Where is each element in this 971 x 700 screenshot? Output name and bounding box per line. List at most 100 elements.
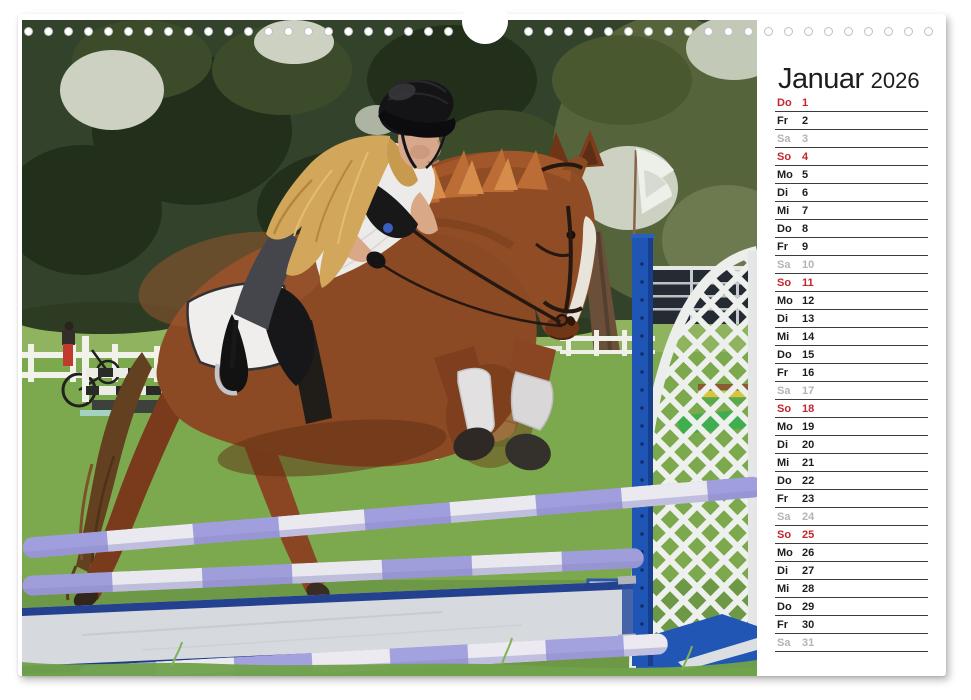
day-row: Di 6 — [775, 184, 928, 202]
course-flag — [632, 148, 674, 241]
page-title: Januar 2026 — [778, 64, 920, 94]
day-abbr: Di — [777, 313, 788, 325]
day-number: 26 — [802, 547, 815, 559]
day-abbr: Do — [777, 601, 792, 613]
riding-glove — [366, 251, 386, 269]
day-number: 19 — [802, 421, 815, 433]
day-row: Sa 24 — [775, 508, 928, 526]
day-abbr: Di — [777, 439, 788, 451]
day-row: Di 20 — [775, 436, 928, 454]
day-row: Fr 23 — [775, 490, 928, 508]
day-number: 24 — [802, 511, 815, 523]
punch-hole — [823, 27, 833, 36]
punch-hole — [223, 27, 233, 36]
day-abbr: Do — [777, 349, 792, 361]
day-abbr: Sa — [777, 385, 791, 397]
rein — [404, 222, 561, 324]
punch-hole — [583, 27, 593, 36]
day-row: Fr 30 — [775, 616, 928, 634]
punch-hole — [363, 27, 373, 36]
punch-hole — [843, 27, 853, 36]
day-row: Do 1 — [775, 94, 928, 112]
day-abbr: Fr — [777, 619, 788, 631]
day-row: Mi 21 — [775, 454, 928, 472]
day-row: Do 29 — [775, 598, 928, 616]
day-number: 20 — [802, 439, 815, 451]
day-number: 15 — [802, 349, 815, 361]
day-row: So 18 — [775, 400, 928, 418]
day-abbr: Sa — [777, 259, 791, 271]
punch-hole — [783, 27, 793, 36]
punch-hole — [83, 27, 93, 36]
jump-standard-post — [631, 234, 654, 666]
day-number: 21 — [802, 457, 815, 469]
day-number: 10 — [802, 259, 815, 271]
punch-hole — [103, 27, 113, 36]
day-abbr: Do — [777, 223, 792, 235]
day-row: Mo 19 — [775, 418, 928, 436]
day-abbr: Mi — [777, 331, 790, 343]
punch-hole — [563, 27, 573, 36]
day-number: 22 — [802, 475, 815, 487]
punch-hole — [343, 27, 353, 36]
punch-hole — [163, 27, 173, 36]
punch-hole — [723, 27, 733, 36]
punch-hole — [623, 27, 633, 36]
day-abbr: So — [777, 403, 792, 415]
day-abbr: So — [777, 277, 792, 289]
day-abbr: Mi — [777, 457, 790, 469]
day-row: Mi 28 — [775, 580, 928, 598]
punch-hole — [543, 27, 553, 36]
day-abbr: Mi — [777, 205, 790, 217]
day-list: Do 1 Fr 2 Sa 3 So 4 Mo 5 Di 6 Mi 7 Do 8 Fr 9 Sa 10 So 11 Mo 12 D… — [775, 94, 928, 652]
punch-hole — [803, 27, 813, 36]
second-rail — [22, 547, 645, 596]
day-number: 9 — [802, 241, 809, 253]
day-number: 18 — [802, 403, 815, 415]
day-row: So 4 — [775, 148, 928, 166]
punch-hole — [43, 27, 53, 36]
day-row: Di 27 — [775, 562, 928, 580]
day-row: Di 13 — [775, 310, 928, 328]
day-abbr: Mo — [777, 295, 793, 307]
year-label: 2026 — [870, 68, 920, 93]
punch-hole — [883, 27, 893, 36]
day-row: Fr 9 — [775, 238, 928, 256]
day-row: So 25 — [775, 526, 928, 544]
punch-hole — [383, 27, 393, 36]
day-row: Mo 12 — [775, 292, 928, 310]
day-abbr: Mo — [777, 169, 793, 181]
helmet-brim — [378, 110, 456, 138]
day-number: 7 — [802, 205, 809, 217]
day-abbr: So — [777, 151, 792, 163]
day-row: Mi 14 — [775, 328, 928, 346]
month-label: Januar — [778, 63, 864, 95]
day-row: Sa 3 — [775, 130, 928, 148]
day-row: Do 8 — [775, 220, 928, 238]
rider — [186, 79, 456, 396]
bridle — [377, 162, 584, 328]
day-row: Mo 26 — [775, 544, 928, 562]
top-rail — [22, 475, 757, 559]
rider-leg — [234, 224, 304, 330]
day-abbr: Do — [777, 475, 792, 487]
punch-hole — [443, 27, 453, 36]
day-row: Fr 2 — [775, 112, 928, 130]
day-abbr: Mi — [777, 583, 790, 595]
day-row: Do 22 — [775, 472, 928, 490]
punch-hole — [683, 27, 693, 36]
day-number: 8 — [802, 223, 809, 235]
day-abbr: Di — [777, 187, 788, 199]
punch-hole — [283, 27, 293, 36]
punch-hole — [303, 27, 313, 36]
day-row: Do 15 — [775, 346, 928, 364]
hair-tie — [383, 223, 393, 233]
day-abbr: Sa — [777, 133, 791, 145]
day-abbr: Mo — [777, 421, 793, 433]
day-row: Mo 5 — [775, 166, 928, 184]
punch-hole — [643, 27, 653, 36]
day-row: So 11 — [775, 274, 928, 292]
day-row: Sa 31 — [775, 634, 928, 652]
day-number: 2 — [802, 115, 809, 127]
horse-hoof — [505, 433, 551, 471]
